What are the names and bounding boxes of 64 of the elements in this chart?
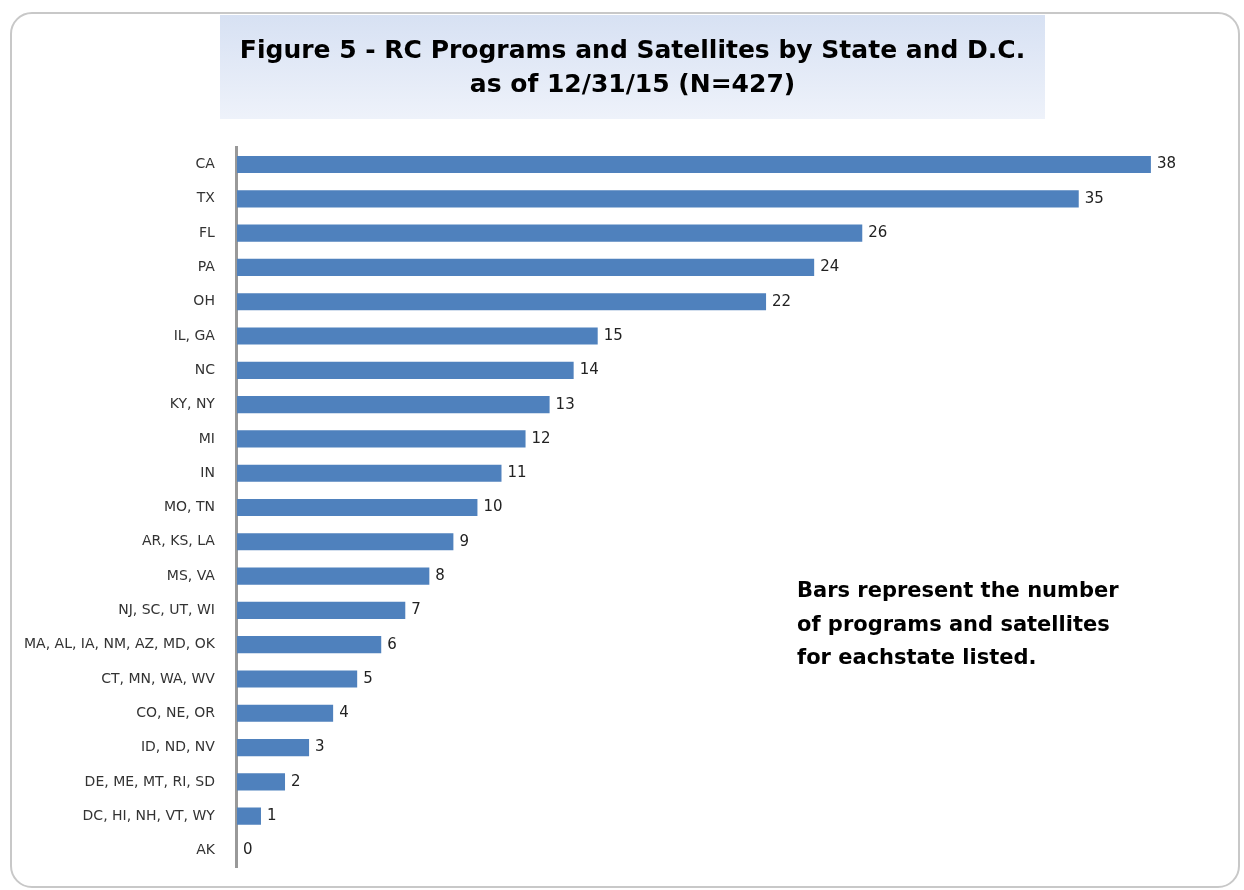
data-label: 10	[483, 497, 503, 516]
data-label: 12	[531, 428, 551, 447]
data-label: 9	[459, 531, 469, 550]
chart-title: Figure 5 - RC Programs and Satellites by State and D.C. as of 12/31/15 (N=427)	[220, 15, 1045, 119]
bar	[236, 807, 261, 825]
bar	[236, 155, 1151, 174]
bar	[236, 636, 382, 654]
y-tick-label: FL	[199, 223, 216, 240]
annotation: Bars represent the number of programs and satellites for eachstate listed.	[797, 577, 1120, 672]
data-label: 5	[363, 668, 373, 687]
data-label: 6	[387, 634, 397, 653]
bar	[236, 361, 574, 379]
data-label: 7	[411, 600, 421, 619]
bar	[236, 293, 767, 311]
bar	[236, 498, 478, 517]
bar	[236, 327, 598, 345]
bar	[236, 533, 454, 551]
y-tick-label: DC, HI, NH, VT, WY	[82, 806, 216, 823]
data-label: 8	[435, 565, 445, 584]
bar	[236, 567, 430, 585]
y-tick-label: TX	[195, 189, 216, 206]
data-label: 13	[555, 394, 575, 413]
bar	[236, 773, 286, 791]
y-tick-label: ID, ND, NV	[140, 738, 216, 755]
y-tick-label: MI	[198, 429, 215, 446]
y-tick-label: CO, NE, OR	[136, 703, 216, 720]
y-tick-label: CT, MN, WA, WV	[101, 669, 216, 686]
y-tick-label: IL, GA	[173, 326, 216, 343]
y-tick-label: MS, VA	[166, 566, 216, 583]
data-label: 0	[242, 840, 253, 859]
data-label: 15	[603, 325, 623, 344]
data-label: 4	[339, 703, 349, 722]
data-label: 3	[315, 737, 325, 756]
data-label: 38	[1156, 154, 1176, 173]
bar	[236, 430, 526, 448]
y-tick-label: OH	[193, 292, 215, 309]
bar	[236, 704, 334, 722]
data-label: 22	[772, 291, 792, 310]
bar	[236, 601, 406, 619]
bar	[236, 738, 310, 757]
data-label: 2	[291, 771, 301, 790]
bar	[236, 670, 358, 688]
data-label: 14	[579, 360, 599, 379]
data-label: 35	[1084, 188, 1104, 207]
bar	[236, 190, 1079, 208]
data-label: 26	[868, 223, 888, 242]
bar	[236, 464, 502, 482]
y-tick-label: PA	[197, 258, 216, 275]
y-tick-label: AR, KS, LA	[142, 532, 216, 549]
data-label: 11	[507, 463, 527, 482]
y-tick-label: KY, NY	[169, 395, 216, 412]
y-tick-label: DE, ME, MT, RI, SD	[84, 772, 215, 789]
bar	[236, 396, 550, 414]
y-tick-label: MA, AL, IA, NM, AZ, MD, OK	[24, 635, 216, 652]
y-tick-label: MO, TN	[163, 498, 215, 515]
y-tick-label: NC	[194, 360, 216, 377]
y-tick-label: NJ, SC, UT, WI	[118, 601, 215, 618]
data-label: 24	[820, 257, 840, 276]
y-tick-label: IN	[200, 463, 215, 480]
bar	[236, 258, 815, 277]
bar	[236, 224, 863, 242]
y-tick-label: CA	[195, 155, 216, 172]
y-tick-label: AK	[196, 841, 216, 858]
data-label: 1	[266, 806, 277, 825]
